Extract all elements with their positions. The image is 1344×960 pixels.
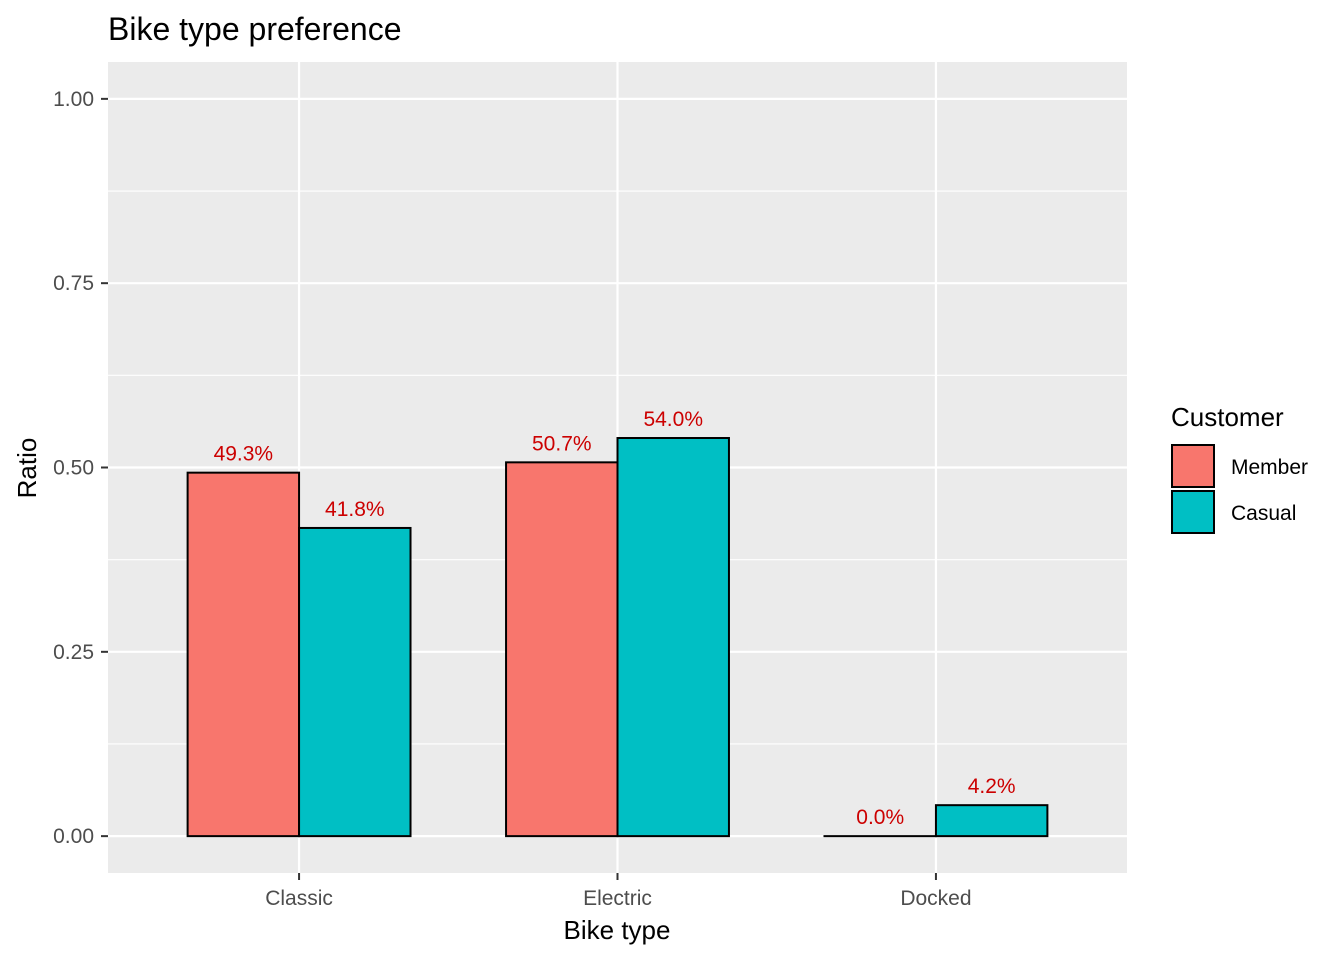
x-tick-label: Electric [583, 887, 652, 910]
bar [616, 437, 730, 838]
data-label: 49.3% [214, 443, 274, 466]
y-tick-label: 0.50 [53, 457, 94, 480]
chart-title: Bike type preference [108, 11, 402, 47]
bars [186, 437, 1049, 838]
data-label: 41.8% [325, 498, 385, 521]
bar [934, 804, 1049, 838]
y-tick-label: 0.00 [53, 825, 94, 848]
y-tick-label: 0.25 [53, 641, 94, 664]
legend-title: Customer [1171, 402, 1284, 432]
data-label: 50.7% [532, 432, 592, 455]
data-labels: 49.3% 50.7% 0.0% 41.8% 54.0% 4.2% [214, 408, 1016, 829]
legend-label: Casual [1231, 502, 1296, 525]
legend-swatch [1171, 490, 1215, 534]
data-label: 54.0% [643, 408, 703, 431]
y-axis: 0.00 0.25 0.50 0.75 1.00 [53, 88, 108, 848]
x-axis-title: Bike type [564, 915, 671, 945]
legend-label: Member [1231, 456, 1308, 479]
x-tick-label: Classic [265, 887, 333, 910]
legend: Customer Member Casual [1171, 402, 1308, 534]
bar [298, 526, 412, 838]
y-tick-label: 1.00 [53, 88, 94, 111]
legend-swatch [1171, 444, 1215, 488]
bar [186, 471, 301, 838]
bar [505, 461, 619, 838]
x-axis: Classic Electric Docked [265, 873, 972, 910]
y-tick-label: 0.75 [53, 272, 94, 295]
y-axis-title: Ratio [12, 438, 42, 499]
x-tick-label: Docked [900, 887, 971, 910]
data-label: 0.0% [856, 806, 904, 829]
data-label: 4.2% [968, 775, 1016, 798]
